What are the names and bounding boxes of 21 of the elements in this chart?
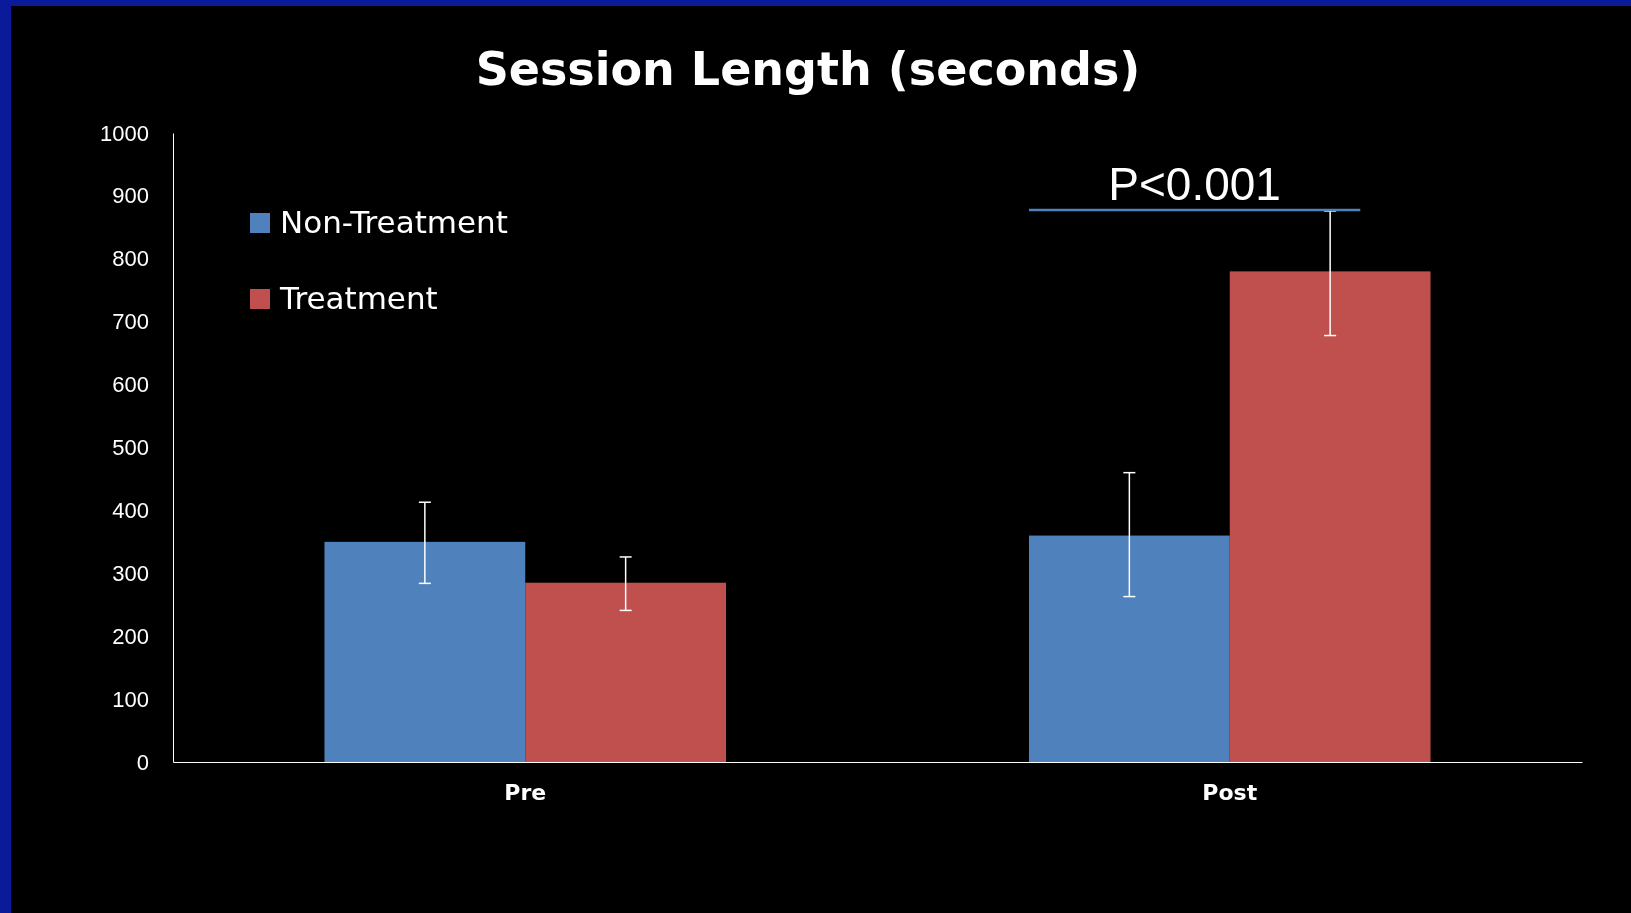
bar [1229, 271, 1431, 762]
y-tick-label: 400 [112, 497, 149, 523]
x-tick-label: Pre [504, 779, 547, 805]
y-tick-label: 0 [136, 749, 149, 775]
chart-title: Session Length (seconds) [475, 42, 1141, 96]
y-tick-label: 800 [112, 246, 149, 272]
y-tick-label: 200 [112, 623, 149, 649]
bar [1028, 535, 1230, 762]
bar [324, 541, 526, 762]
legend-label: Non-Treatment [280, 204, 508, 240]
x-tick-label: Post [1202, 779, 1258, 805]
y-tick-label: 500 [112, 435, 149, 461]
annotation: P<0.001 [1108, 158, 1281, 210]
y-tick-label: 600 [112, 372, 149, 398]
y-tick-label: 300 [112, 560, 149, 586]
y-tick-label: 900 [112, 183, 149, 209]
y-tick-label: 100 [112, 686, 149, 712]
bar [525, 582, 727, 762]
y-tick-label: 700 [112, 309, 149, 335]
y-tick-label: 1000 [100, 120, 149, 146]
legend-label: Treatment [279, 280, 438, 316]
